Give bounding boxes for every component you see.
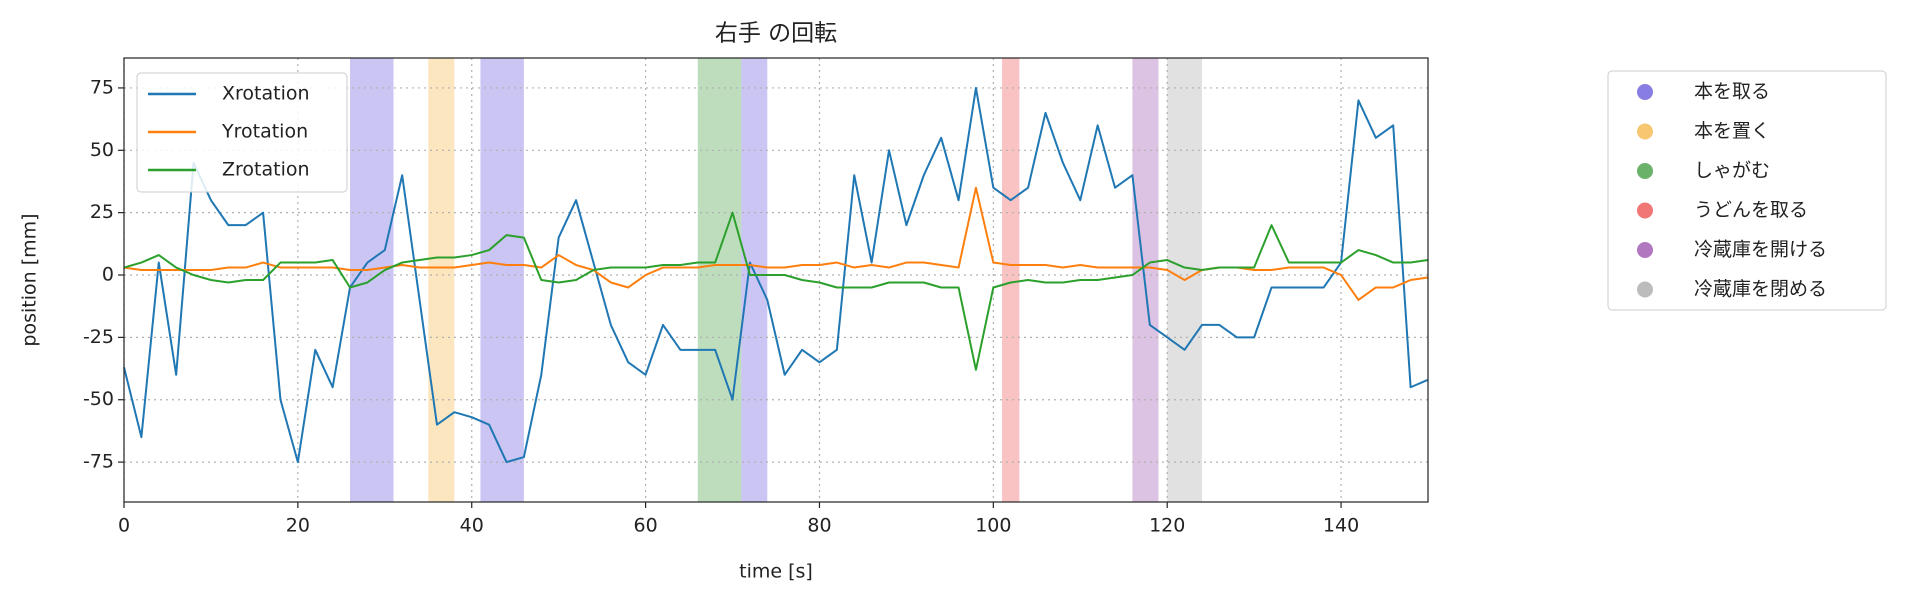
activity-span [428, 58, 455, 502]
legend-label: Zrotation [222, 159, 310, 181]
x-tick-label: 60 [634, 515, 658, 537]
x-tick-label: 100 [975, 515, 1011, 537]
activity-span [697, 58, 742, 502]
y-tick-label: 0 [102, 264, 114, 286]
data-line [123, 211, 1429, 371]
legend-label: Xrotation [222, 83, 310, 105]
data-line [123, 86, 1429, 464]
chart-title: 右手 の回転 [715, 21, 837, 47]
activity-span [741, 58, 768, 502]
legend-box [136, 72, 348, 193]
y-tick-label: 50 [90, 139, 114, 161]
x-tick-label: 40 [460, 515, 484, 537]
legend-label: 本を置く [1694, 120, 1770, 142]
plot-frame [123, 57, 1429, 503]
legend-marker [1637, 84, 1653, 100]
legend-label: Yrotation [221, 121, 308, 143]
legend-label: 本を取る [1694, 81, 1770, 103]
y-tick-label: -25 [83, 326, 114, 348]
legend-marker [1637, 242, 1653, 258]
x-tick-label: 0 [118, 515, 130, 537]
y-tick-label: 75 [90, 76, 114, 98]
y-tick-label: -75 [83, 451, 114, 473]
x-tick-label: 140 [1323, 515, 1359, 537]
x-tick-label: 20 [286, 515, 310, 537]
legend-label: うどんを取る [1694, 199, 1808, 221]
legend-marker [1637, 202, 1653, 219]
data-line [123, 186, 1429, 301]
legend-label: 冷蔵庫を開ける [1694, 239, 1827, 261]
activity-span [480, 58, 524, 502]
legend-marker [1637, 281, 1653, 298]
activity-span [1002, 58, 1020, 502]
y-tick-label: 25 [90, 201, 114, 223]
legend-label: しゃがむ [1694, 160, 1770, 182]
y-tick-label: -50 [83, 388, 114, 410]
x-axis-label: time [s] [739, 561, 813, 583]
x-tick-label: 80 [807, 515, 831, 537]
legend-marker [1637, 163, 1653, 179]
x-tick-label: 120 [1149, 515, 1185, 537]
legend-marker [1637, 123, 1653, 140]
y-axis-label: position [mm] [19, 213, 41, 346]
legend-label: 冷蔵庫を閉める [1694, 278, 1827, 300]
activity-legend-box [1607, 70, 1887, 311]
